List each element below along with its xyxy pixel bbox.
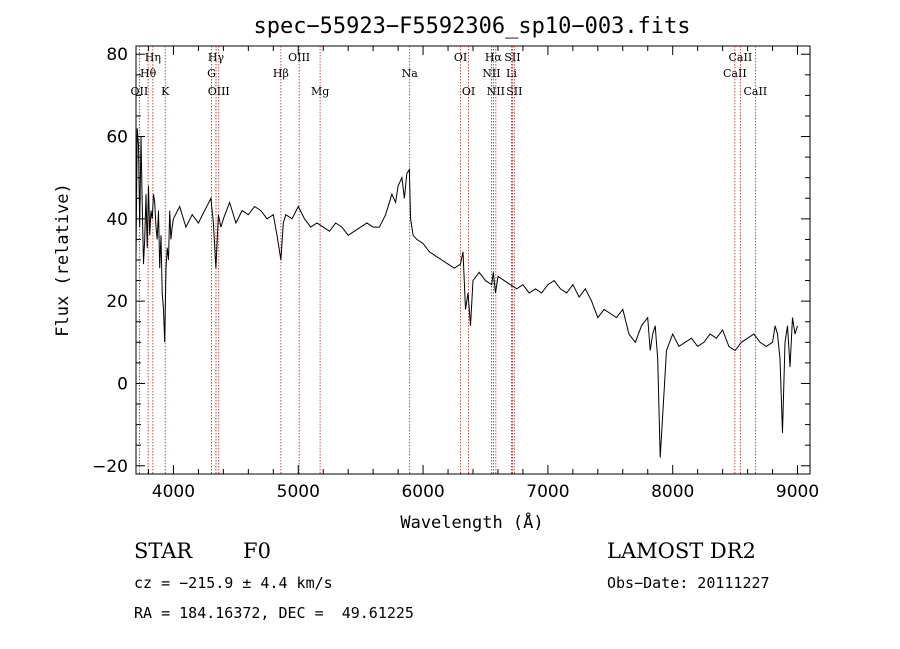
object-subclass: F0 xyxy=(243,539,271,563)
y-tick-label: −20 xyxy=(92,457,128,477)
ra-dec-coordinates: RA = 184.16372, DEC = 49.61225 xyxy=(134,604,414,622)
survey-name: LAMOST DR2 xyxy=(607,539,756,563)
y-tick-label: 60 xyxy=(106,128,128,148)
y-tick-label: 20 xyxy=(106,292,128,312)
line-marker-label: NII xyxy=(482,67,500,80)
line-marker-label: Na xyxy=(402,67,419,80)
x-tick-label: 8000 xyxy=(651,482,694,502)
line-marker-label: CaII xyxy=(723,67,747,80)
observation-date: Obs−Date: 20111227 xyxy=(607,574,770,592)
x-tick-label: 9000 xyxy=(776,482,819,502)
line-marker-label: OI xyxy=(462,85,475,98)
y-axis-label: Flux (relative) xyxy=(53,183,73,337)
line-marker-label: CaII xyxy=(729,51,753,64)
spectrum-line xyxy=(135,128,798,458)
chart-title: spec−55923−F5592306_sp10−003.fits xyxy=(253,14,690,39)
line-marker-label: Hθ xyxy=(140,67,157,80)
x-tick-label: 4000 xyxy=(152,482,195,502)
line-marker-label: Mg xyxy=(311,85,329,98)
redshift-cz: cz = −215.9 ± 4.4 km/s xyxy=(134,574,333,592)
plot-frame xyxy=(135,45,811,475)
line-marker-label: Hη xyxy=(145,51,161,64)
x-tick-label: 6000 xyxy=(401,482,444,502)
line-marker-label: OIII xyxy=(288,51,310,64)
line-marker-label: OIII xyxy=(208,85,230,98)
line-marker-label: SII xyxy=(504,51,520,64)
line-marker-label: Hα xyxy=(485,51,503,64)
x-tick-label: 5000 xyxy=(277,482,320,502)
line-marker-label: OI xyxy=(454,51,467,64)
x-tick-label: 7000 xyxy=(526,482,569,502)
y-tick-label: 40 xyxy=(106,210,128,230)
line-marker-label: SII xyxy=(506,85,522,98)
line-marker-label: NII xyxy=(487,85,505,98)
x-axis-label: Wavelength (Å) xyxy=(400,511,543,533)
y-tick-label: 0 xyxy=(117,374,128,394)
line-marker-label: Hβ xyxy=(273,67,289,80)
axis-ticks xyxy=(136,46,810,474)
line-marker-label: OII xyxy=(131,85,149,98)
line-marker-label: G xyxy=(207,67,216,80)
line-marker-label: Hγ xyxy=(208,51,225,64)
line-marker-label: K xyxy=(161,85,170,98)
object-class: STAR xyxy=(134,539,193,563)
y-tick-label: 80 xyxy=(106,45,128,65)
line-marker-label: CaII xyxy=(743,85,767,98)
line-marker-label: Li xyxy=(506,67,517,80)
axis-tick-labels: 4000 5000 6000 7000 8000 9000 −20 0 20 40 60 80 xyxy=(92,45,819,502)
